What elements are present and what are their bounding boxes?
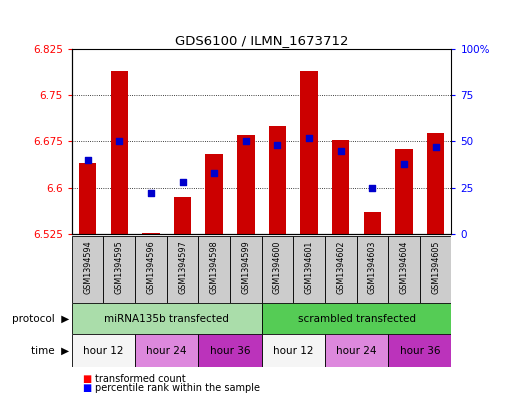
Point [210,170,219,176]
Bar [72,334,135,367]
Point [84,157,92,163]
Bar [420,236,451,305]
Point [242,138,250,145]
Text: hour 24: hour 24 [337,346,377,356]
Bar [230,236,262,305]
Text: scrambled transfected: scrambled transfected [298,314,416,324]
Point [400,160,408,167]
Text: percentile rank within the sample: percentile rank within the sample [95,383,260,393]
Bar [174,197,191,234]
Bar [388,236,420,305]
Text: GSM1394603: GSM1394603 [368,241,377,294]
Bar [142,233,160,234]
Text: GSM1394594: GSM1394594 [83,241,92,294]
Bar [364,212,381,234]
Text: hour 24: hour 24 [147,346,187,356]
Title: GDS6100 / ILMN_1673712: GDS6100 / ILMN_1673712 [175,33,348,46]
Bar [325,334,388,367]
Text: hour 12: hour 12 [273,346,313,356]
Point [305,135,313,141]
Bar [262,303,451,336]
Bar [325,236,357,305]
Point [368,185,377,191]
Bar [135,236,167,305]
Point [337,148,345,154]
Text: ■: ■ [82,374,91,384]
Bar [72,236,104,305]
Text: ■: ■ [82,383,91,393]
Text: GSM1394600: GSM1394600 [273,241,282,294]
Text: GSM1394595: GSM1394595 [115,241,124,294]
Bar [104,236,135,305]
Bar [427,134,444,234]
Bar [293,236,325,305]
Bar [199,236,230,305]
Point [147,190,155,196]
Bar [206,154,223,234]
Text: hour 12: hour 12 [83,346,124,356]
Bar [72,303,262,336]
Text: protocol  ▶: protocol ▶ [12,314,69,324]
Bar [111,71,128,234]
Text: GSM1394605: GSM1394605 [431,241,440,294]
Bar [135,334,199,367]
Text: hour 36: hour 36 [400,346,440,356]
Point [115,138,124,145]
Text: time  ▶: time ▶ [31,346,69,356]
Bar [79,163,96,234]
Text: GSM1394602: GSM1394602 [336,241,345,294]
Bar [301,71,318,234]
Bar [357,236,388,305]
Bar [332,140,349,234]
Text: transformed count: transformed count [95,374,186,384]
Text: miRNA135b transfected: miRNA135b transfected [104,314,229,324]
Bar [199,334,262,367]
Bar [396,149,412,234]
Text: GSM1394599: GSM1394599 [241,241,250,294]
Bar [167,236,199,305]
Bar [237,135,254,234]
Bar [262,334,325,367]
Point [273,142,282,148]
Text: GSM1394604: GSM1394604 [400,241,408,294]
Text: GSM1394597: GSM1394597 [178,241,187,294]
Text: GSM1394601: GSM1394601 [305,241,313,294]
Point [431,144,440,150]
Point [179,179,187,185]
Text: GSM1394596: GSM1394596 [146,241,155,294]
Bar [388,334,451,367]
Bar [269,126,286,234]
Bar [262,236,293,305]
Text: GSM1394598: GSM1394598 [210,241,219,294]
Text: hour 36: hour 36 [210,346,250,356]
